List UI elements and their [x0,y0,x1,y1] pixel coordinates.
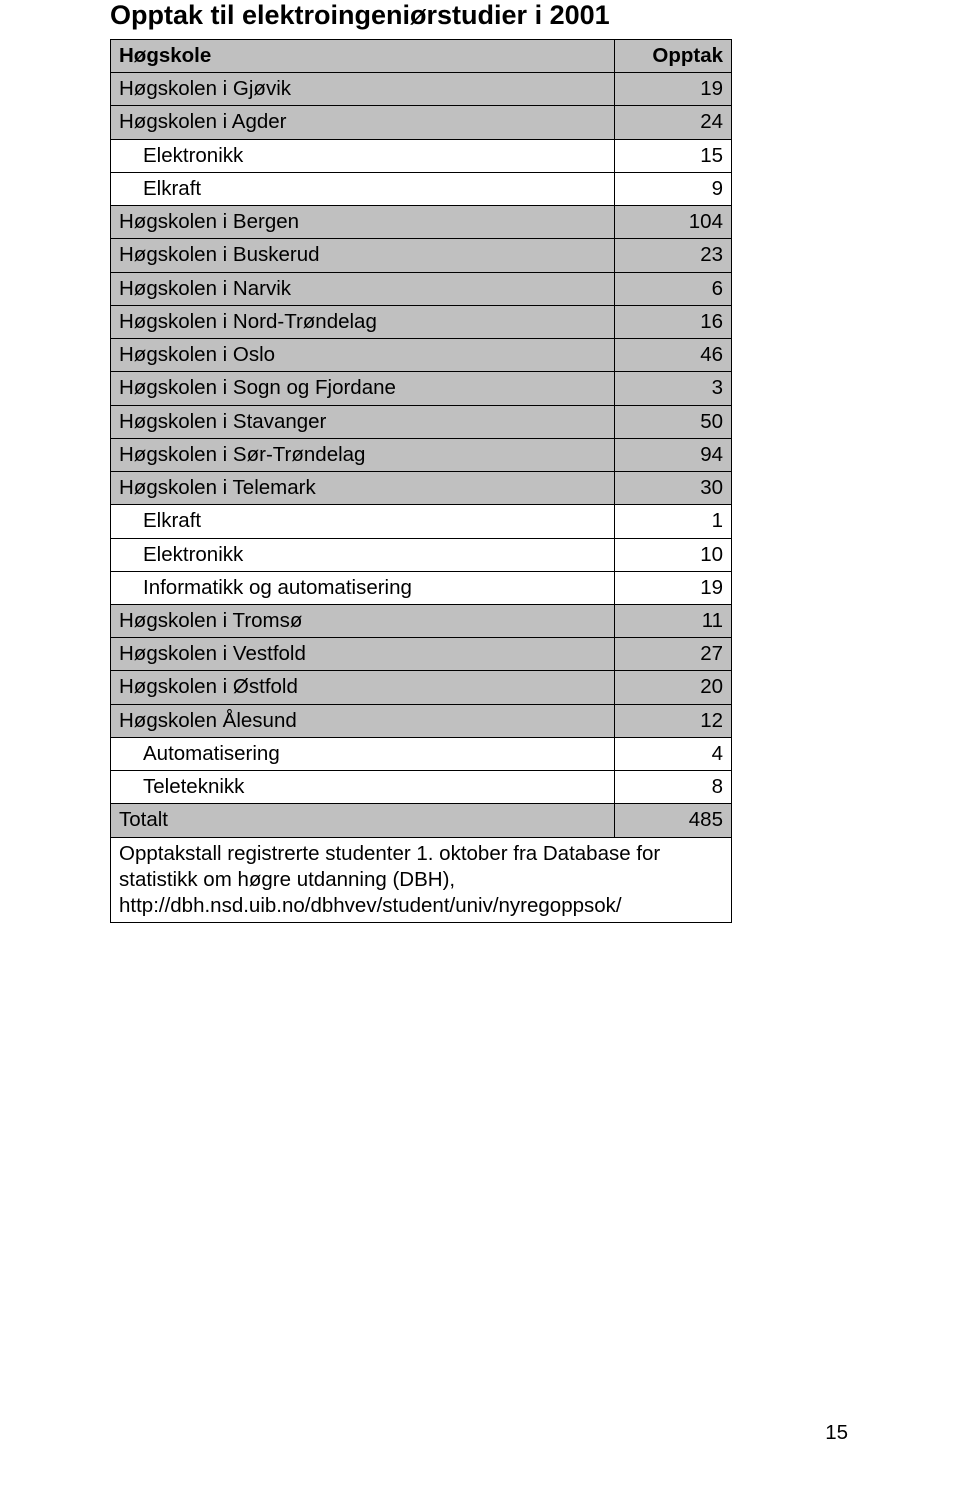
table-row: Totalt485 [111,804,732,837]
table-row: Høgskolen i Gjøvik19 [111,73,732,106]
row-label: Høgskolen i Østfold [111,671,615,704]
table-row: Høgskolen i Vestfold27 [111,638,732,671]
row-label: Høgskolen i Agder [111,106,615,139]
row-value: 24 [615,106,732,139]
row-value: 12 [615,704,732,737]
table-row: Teleteknikk8 [111,771,732,804]
intake-table: Høgskole Opptak Høgskolen i Gjøvik19Høgs… [110,39,732,923]
table-row: Høgskolen i Sogn og Fjordane3 [111,372,732,405]
table-row: Høgskolen i Agder24 [111,106,732,139]
table-header-row: Høgskole Opptak [111,40,732,73]
row-label: Høgskolen i Bergen [111,206,615,239]
table-row: Automatisering4 [111,737,732,770]
table-row: Høgskolen i Telemark30 [111,472,732,505]
row-value: 19 [615,73,732,106]
table-footnote: Opptakstall registrerte studenter 1. okt… [111,837,732,923]
row-value: 15 [615,139,732,172]
table-row: Informatikk og automatisering19 [111,571,732,604]
table-row: Høgskolen i Nord-Trøndelag16 [111,305,732,338]
row-label: Høgskolen i Narvik [111,272,615,305]
page-number: 15 [825,1421,848,1445]
row-value: 10 [615,538,732,571]
table-row: Elkraft9 [111,172,732,205]
row-value: 4 [615,737,732,770]
table-row: Elektronikk10 [111,538,732,571]
row-label: Høgskolen i Sør-Trøndelag [111,438,615,471]
row-label: Høgskolen i Nord-Trøndelag [111,305,615,338]
row-label: Høgskolen i Sogn og Fjordane [111,372,615,405]
table-row: Høgskolen i Narvik6 [111,272,732,305]
row-label: Høgskolen i Gjøvik [111,73,615,106]
row-value: 23 [615,239,732,272]
row-label: Elkraft [111,172,615,205]
row-label: Høgskolen i Vestfold [111,638,615,671]
table-row: Høgskolen i Bergen104 [111,206,732,239]
table-row: Høgskolen i Østfold20 [111,671,732,704]
row-value: 46 [615,339,732,372]
table-footnote-row: Opptakstall registrerte studenter 1. okt… [111,837,732,923]
row-value: 3 [615,372,732,405]
table-row: Elkraft1 [111,505,732,538]
row-value: 20 [615,671,732,704]
row-label: Høgskolen i Buskerud [111,239,615,272]
row-label: Elektronikk [111,139,615,172]
row-label: Totalt [111,804,615,837]
row-value: 9 [615,172,732,205]
row-label: Høgskolen i Oslo [111,339,615,372]
row-label: Høgskolen Ålesund [111,704,615,737]
row-label: Teleteknikk [111,771,615,804]
column-header-school: Høgskole [111,40,615,73]
row-value: 19 [615,571,732,604]
row-label: Elektronikk [111,538,615,571]
table-row: Høgskolen Ålesund12 [111,704,732,737]
row-label: Automatisering [111,737,615,770]
row-value: 11 [615,604,732,637]
row-label: Høgskolen i Stavanger [111,405,615,438]
table-row: Høgskolen i Stavanger50 [111,405,732,438]
page-title: Opptak til elektroingeniørstudier i 2001 [110,0,850,31]
row-value: 94 [615,438,732,471]
row-value: 104 [615,206,732,239]
row-label: Elkraft [111,505,615,538]
row-value: 6 [615,272,732,305]
table-row: Elektronikk15 [111,139,732,172]
row-value: 30 [615,472,732,505]
row-value: 1 [615,505,732,538]
table-row: Høgskolen i Buskerud23 [111,239,732,272]
row-value: 50 [615,405,732,438]
row-value: 27 [615,638,732,671]
row-value: 485 [615,804,732,837]
row-label: Høgskolen i Tromsø [111,604,615,637]
row-value: 8 [615,771,732,804]
table-row: Høgskolen i Sør-Trøndelag94 [111,438,732,471]
row-label: Informatikk og automatisering [111,571,615,604]
table-row: Høgskolen i Oslo46 [111,339,732,372]
table-row: Høgskolen i Tromsø11 [111,604,732,637]
column-header-intake: Opptak [615,40,732,73]
row-value: 16 [615,305,732,338]
row-label: Høgskolen i Telemark [111,472,615,505]
